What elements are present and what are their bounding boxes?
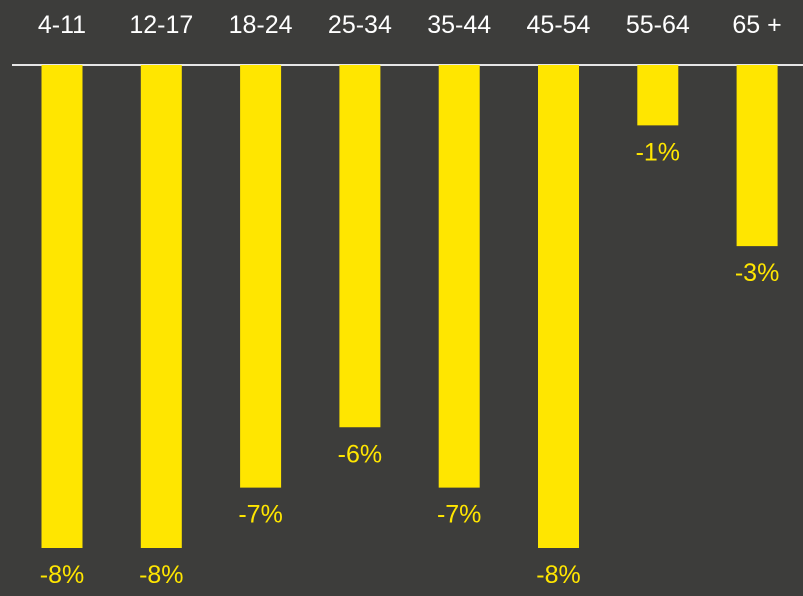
bar-3 — [240, 65, 282, 488]
value-label: -1% — [636, 138, 680, 166]
bar-1 — [41, 65, 83, 548]
category-label: 25-34 — [328, 11, 392, 39]
value-label: -3% — [735, 259, 779, 287]
value-labels-group: -8% -8% -7% -6% -7% -8% -1% -3% — [40, 138, 780, 589]
bar-6 — [538, 65, 579, 548]
value-label: -8% — [40, 561, 84, 589]
value-label: -8% — [139, 561, 183, 589]
value-label: -8% — [536, 561, 580, 589]
category-label: 55-64 — [626, 11, 690, 39]
value-label: -6% — [338, 440, 382, 468]
bar-4 — [339, 65, 381, 428]
bar-2 — [140, 65, 182, 548]
category-label: 4-11 — [38, 11, 86, 39]
bar-7 — [637, 65, 679, 126]
category-label: 45-54 — [527, 11, 591, 39]
bars-group — [41, 65, 778, 548]
category-label: 12-17 — [129, 11, 193, 39]
value-label: -7% — [437, 501, 481, 529]
category-labels-group: 4-11 12-17 18-24 25-34 35-44 45-54 55-64 65 + — [38, 11, 782, 39]
value-label: -7% — [238, 501, 282, 529]
bar-5 — [438, 65, 480, 488]
category-label: 65 + — [732, 11, 781, 39]
category-label: 35-44 — [427, 11, 491, 39]
bar-8 — [736, 65, 778, 247]
category-label: 18-24 — [229, 11, 293, 39]
